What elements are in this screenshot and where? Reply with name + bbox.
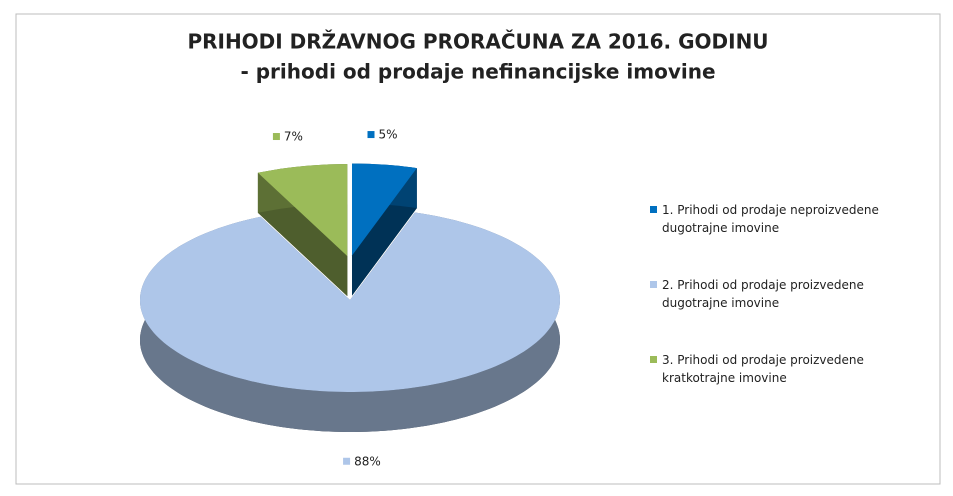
legend-line: kratkotrajne imovine [662, 371, 787, 385]
data-label-key [367, 131, 375, 139]
legend-label: 1. Prihodi od prodaje neproizvedene dugot… [662, 203, 879, 235]
data-label: 88% [354, 454, 381, 468]
legend-key [650, 356, 657, 363]
legend-line: 3. Prihodi od prodaje proizvedene [662, 353, 864, 367]
data-label: 5% [378, 128, 397, 142]
data-label-key [343, 457, 351, 465]
chart-subtitle: - prihodi od prodaje nefinancijske imovi… [240, 60, 715, 84]
slice-top [352, 163, 417, 256]
chart-title: PRIHODI DRŽAVNOG PRORAČUNA ZA 2016. GODI… [187, 30, 768, 54]
legend-line: 2. Prihodi od prodaje proizvedene [662, 278, 864, 292]
slice-top [140, 212, 560, 392]
slice [257, 164, 348, 297]
legend-label: 3. Prihodi od prodaje proizvedene kratkot… [662, 353, 864, 385]
legend-key [650, 281, 657, 288]
legend-label: 2. Prihodi od prodaje proizvedene dugotra… [662, 278, 864, 310]
slice [140, 212, 560, 432]
slice-top [257, 164, 348, 257]
data-label: 7% [284, 130, 303, 144]
data-label-key [272, 133, 280, 141]
slice [352, 163, 417, 296]
legend-line: 1. Prihodi od prodaje neproizvedene [662, 203, 879, 217]
legend-key [650, 206, 657, 213]
legend-line: dugotrajne imovine [662, 296, 779, 310]
legend-line: dugotrajne imovine [662, 221, 779, 235]
